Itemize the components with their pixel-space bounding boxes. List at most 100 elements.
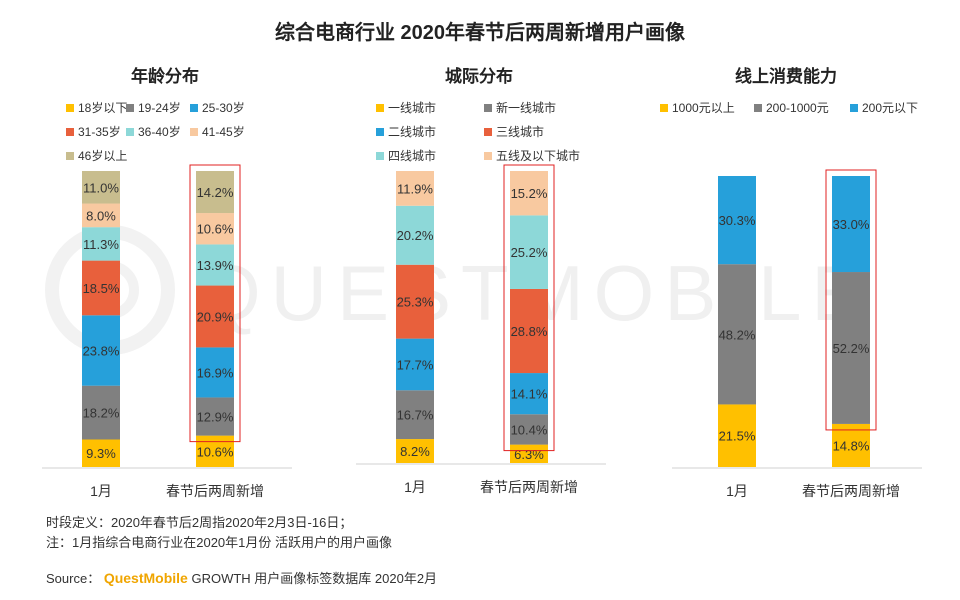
bar-segment bbox=[196, 244, 234, 286]
footnote-note: 注：1月指综合电商行业在2020年1月份 活跃用户的用户画像 bbox=[46, 535, 392, 550]
category-label: 1月 bbox=[726, 483, 748, 499]
legend-label: 41-45岁 bbox=[202, 124, 245, 139]
data-label: 14.1% bbox=[511, 387, 548, 402]
data-label: 11.3% bbox=[83, 237, 119, 252]
data-label: 14.2% bbox=[197, 185, 234, 200]
category-label: 1月 bbox=[404, 479, 426, 495]
data-label: 11.0% bbox=[83, 180, 119, 195]
chart-title-3: 线上消费能力 bbox=[735, 66, 837, 86]
bar-segment bbox=[510, 215, 548, 289]
bar-segment bbox=[196, 435, 234, 467]
data-label: 12.9% bbox=[197, 410, 234, 425]
legend-label: 1000元以上 bbox=[672, 101, 735, 115]
bar-segment bbox=[832, 176, 870, 273]
source-line: Source： QuestMobile GROWTH 用户画像标签数据库 202… bbox=[46, 568, 437, 587]
legend-label: 200-1000元 bbox=[766, 101, 829, 115]
legend-label: 二线城市 bbox=[388, 124, 436, 139]
category-label: 春节后两周新增 bbox=[166, 483, 264, 499]
legend-label: 36-40岁 bbox=[138, 124, 181, 139]
data-label: 20.9% bbox=[197, 309, 234, 324]
data-label: 48.2% bbox=[719, 327, 756, 342]
highlight-box bbox=[825, 169, 877, 431]
bar-segment bbox=[510, 171, 548, 216]
bar-segment bbox=[832, 272, 870, 424]
data-label: 28.8% bbox=[511, 324, 548, 339]
footnote-period: 时段定义：2020年春节后2周指2020年2月3日-16日； bbox=[46, 515, 353, 530]
legend-swatch bbox=[376, 152, 384, 160]
legend-swatch bbox=[376, 128, 384, 136]
legend-label: 五线及以下城市 bbox=[496, 148, 580, 163]
data-label: 6.3% bbox=[514, 447, 544, 462]
bar-segment bbox=[82, 260, 120, 316]
legend-swatch bbox=[190, 128, 198, 136]
legend-swatch bbox=[190, 104, 198, 112]
data-label: 33.0% bbox=[833, 217, 870, 232]
legend-label: 一线城市 bbox=[388, 100, 436, 115]
legend-swatch bbox=[660, 104, 668, 112]
highlight-box bbox=[503, 164, 555, 452]
data-label: 17.7% bbox=[397, 357, 434, 372]
legend-label: 200元以下 bbox=[862, 101, 918, 115]
category-label: 春节后两周新增 bbox=[480, 479, 578, 495]
data-label: 30.3% bbox=[719, 213, 756, 228]
data-label: 21.5% bbox=[719, 429, 756, 444]
legend-swatch bbox=[484, 128, 492, 136]
bar-segment bbox=[396, 171, 434, 206]
bar-segment bbox=[82, 315, 120, 386]
bar-segment bbox=[396, 439, 434, 463]
bar-segment bbox=[510, 444, 548, 463]
data-label: 14.8% bbox=[833, 438, 870, 453]
bar-segment bbox=[196, 285, 234, 348]
data-label: 9.3% bbox=[86, 446, 116, 461]
bar-segment bbox=[718, 264, 756, 405]
data-label: 10.4% bbox=[511, 422, 548, 437]
data-label: 11.9% bbox=[397, 181, 433, 196]
legend-label: 19-24岁 bbox=[138, 100, 181, 115]
data-label: 25.2% bbox=[511, 245, 548, 260]
legend-swatch bbox=[66, 128, 74, 136]
bar-segment bbox=[510, 288, 548, 374]
data-label: 20.2% bbox=[397, 228, 434, 243]
data-label: 13.9% bbox=[197, 258, 234, 273]
legend-swatch bbox=[126, 128, 134, 136]
chart-title-1: 年龄分布 bbox=[131, 66, 199, 86]
page-title: 综合电商行业 2020年春节后两周新增用户画像 bbox=[274, 22, 686, 44]
bar-segment bbox=[82, 227, 120, 261]
legend-swatch bbox=[376, 104, 384, 112]
bar-segment bbox=[196, 213, 234, 245]
source-text: GROWTH 用户画像标签数据库 2020年2月 bbox=[191, 571, 438, 586]
data-label: 18.5% bbox=[83, 281, 120, 296]
bar-segment bbox=[396, 205, 434, 265]
data-label: 8.2% bbox=[400, 444, 430, 459]
data-label: 16.7% bbox=[397, 408, 434, 423]
data-label: 10.6% bbox=[197, 444, 234, 459]
bar-segment bbox=[196, 397, 234, 436]
legend-swatch bbox=[66, 152, 74, 160]
bar-segment bbox=[718, 404, 756, 467]
bar-segment bbox=[196, 347, 234, 398]
data-label: 52.2% bbox=[833, 341, 870, 356]
bar-segment bbox=[396, 390, 434, 440]
bar-segment bbox=[196, 171, 234, 214]
footnotes: 时段定义：2020年春节后2周指2020年2月3日-16日； 注：1月指综合电商… bbox=[46, 513, 392, 553]
legend-swatch bbox=[850, 104, 858, 112]
legend-swatch bbox=[484, 104, 492, 112]
source-label: Source： bbox=[46, 571, 101, 586]
highlight-box bbox=[189, 164, 241, 443]
bar-segment bbox=[82, 439, 120, 467]
bar-segment bbox=[396, 264, 434, 339]
bar-segment bbox=[82, 171, 120, 204]
data-label: 25.3% bbox=[397, 295, 434, 310]
bar-segment bbox=[832, 423, 870, 467]
data-label: 23.8% bbox=[83, 343, 120, 358]
chart-title-2: 城际分布 bbox=[445, 66, 513, 86]
data-label: 18.2% bbox=[83, 406, 120, 421]
data-label: 15.2% bbox=[511, 186, 548, 201]
data-label: 16.9% bbox=[197, 365, 234, 380]
category-label: 春节后两周新增 bbox=[802, 483, 900, 499]
data-label: 8.0% bbox=[86, 208, 116, 223]
bar-segment bbox=[718, 176, 756, 265]
legend-swatch bbox=[66, 104, 74, 112]
legend-swatch bbox=[484, 152, 492, 160]
